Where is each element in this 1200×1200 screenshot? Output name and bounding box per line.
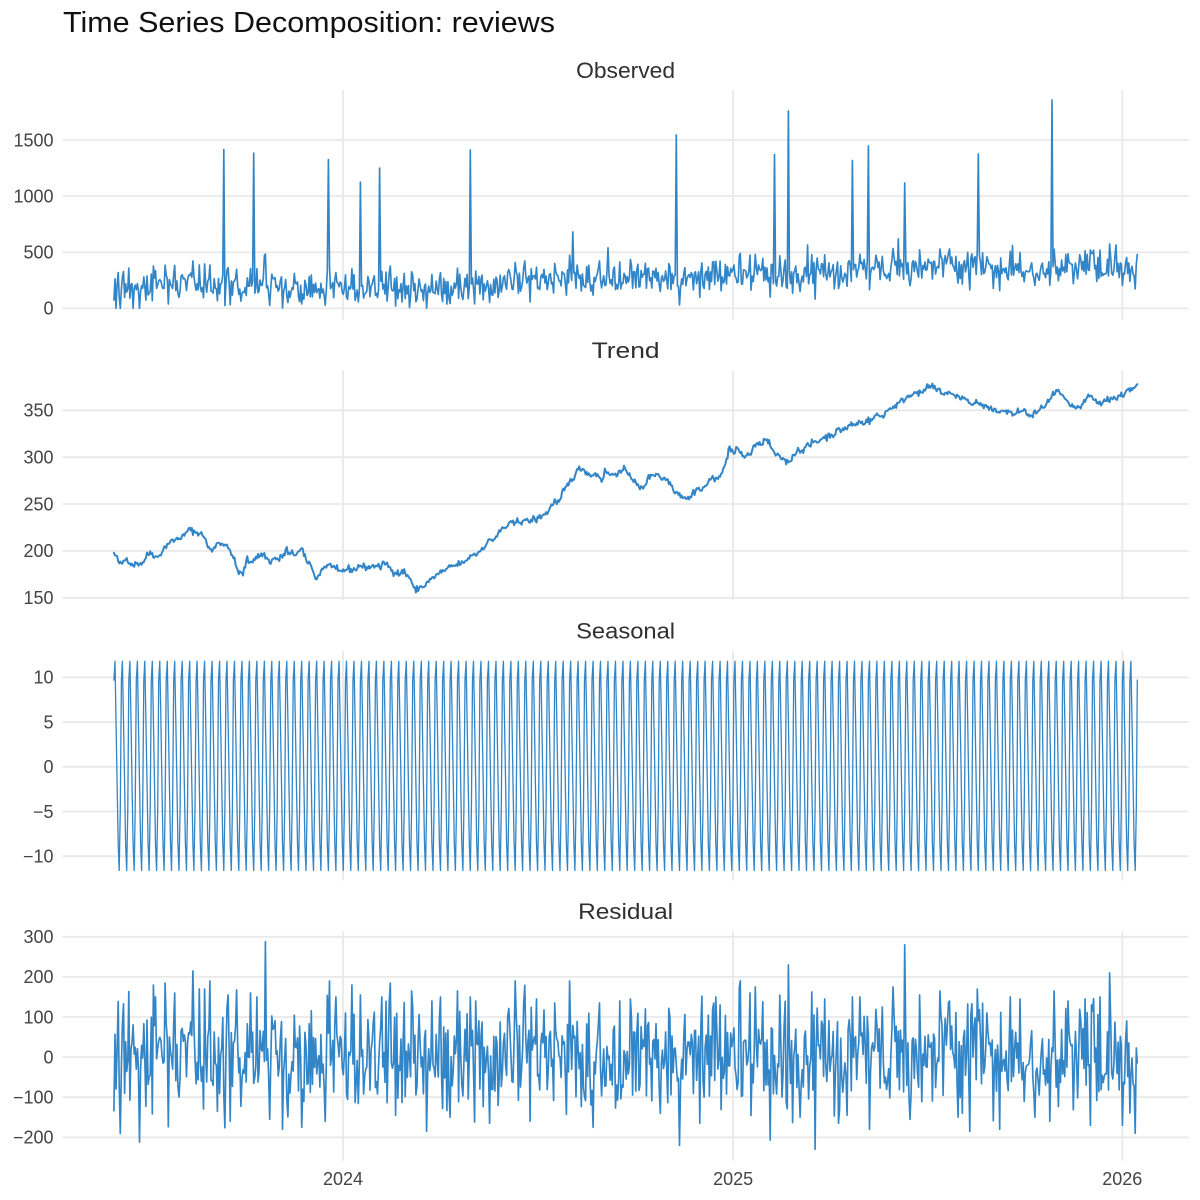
svg-text:−5: −5 xyxy=(33,802,54,822)
svg-text:1500: 1500 xyxy=(13,130,53,150)
svg-text:350: 350 xyxy=(23,401,53,421)
svg-text:0: 0 xyxy=(43,299,53,319)
svg-text:0: 0 xyxy=(43,1047,53,1067)
svg-text:200: 200 xyxy=(23,541,53,561)
svg-text:250: 250 xyxy=(23,494,53,514)
svg-text:−100: −100 xyxy=(13,1088,54,1108)
svg-text:1000: 1000 xyxy=(13,186,53,206)
svg-text:10: 10 xyxy=(33,668,53,688)
svg-text:Time Series Decomposition: rev: Time Series Decomposition: reviews xyxy=(63,7,555,39)
svg-text:Trend: Trend xyxy=(592,338,660,363)
svg-text:5: 5 xyxy=(43,712,53,732)
svg-text:Seasonal: Seasonal xyxy=(576,619,675,644)
svg-text:500: 500 xyxy=(23,243,53,263)
svg-text:2024: 2024 xyxy=(323,1169,363,1189)
svg-text:−10: −10 xyxy=(23,847,54,867)
svg-text:2025: 2025 xyxy=(713,1169,753,1189)
svg-text:150: 150 xyxy=(23,588,53,608)
svg-text:−200: −200 xyxy=(13,1128,54,1148)
svg-text:300: 300 xyxy=(23,927,53,947)
svg-text:300: 300 xyxy=(23,448,53,468)
svg-text:2026: 2026 xyxy=(1102,1169,1142,1189)
svg-text:0: 0 xyxy=(43,757,53,777)
svg-text:Residual: Residual xyxy=(578,899,673,924)
svg-text:100: 100 xyxy=(23,1007,53,1027)
svg-text:200: 200 xyxy=(23,967,53,987)
svg-text:Observed: Observed xyxy=(576,58,675,83)
